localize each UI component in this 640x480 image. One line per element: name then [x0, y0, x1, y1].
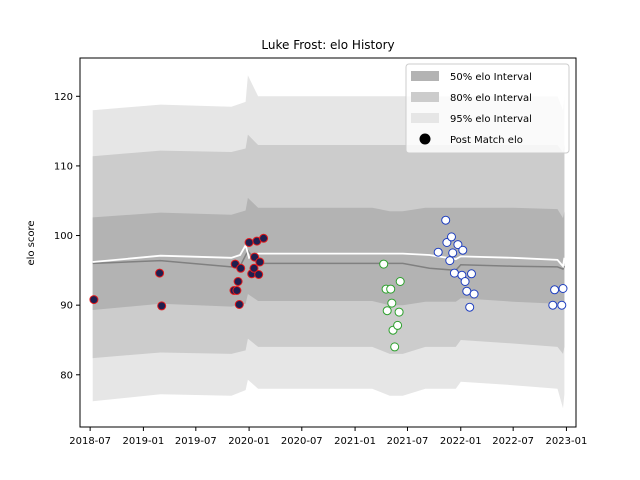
- legend-swatch: [411, 92, 439, 102]
- post-match-points: [89, 215, 568, 352]
- data-point: [469, 289, 479, 299]
- data-point: [460, 277, 470, 286]
- x-tick-label: 2019-07: [175, 436, 217, 447]
- data-point: [433, 247, 443, 257]
- y-tick-label: 120: [54, 92, 73, 103]
- data-point: [441, 215, 451, 225]
- data-point: [548, 300, 558, 310]
- x-tick-label: 2020-01: [228, 436, 270, 447]
- data-point: [465, 302, 475, 312]
- data-point: [453, 240, 463, 250]
- y-tick-label: 90: [60, 301, 73, 312]
- data-point: [233, 277, 243, 286]
- legend-box: [405, 63, 570, 154]
- data-point: [558, 284, 568, 293]
- data-point: [467, 269, 476, 279]
- y-tick-label: 80: [60, 370, 73, 381]
- data-point: [449, 268, 459, 278]
- data-point: [382, 306, 392, 316]
- legend: 50% elo Interval 80% elo Interval 95% elo …: [405, 63, 570, 154]
- data-point: [236, 263, 246, 273]
- x-axis: 2018-07 2019-01 2019-07 2020-01 2020-07 2021-…: [69, 427, 587, 447]
- legend-label: Post Match elo: [450, 135, 523, 146]
- x-tick-label: 2020-07: [281, 436, 323, 447]
- x-tick-label: 2019-01: [123, 436, 165, 447]
- y-tick-label: 100: [54, 231, 73, 242]
- data-point: [445, 256, 455, 266]
- data-point: [448, 248, 458, 258]
- data-point: [244, 238, 254, 247]
- data-point: [462, 286, 472, 296]
- data-point: [393, 320, 403, 330]
- data-point: [387, 298, 397, 308]
- data-point: [157, 301, 167, 311]
- interval-bands: [92, 75, 565, 409]
- data-point: [232, 286, 242, 295]
- axes-frame: [79, 57, 577, 428]
- data-point: [254, 270, 264, 279]
- x-tick-label: 2023-01: [546, 436, 588, 447]
- data-point: [395, 277, 405, 286]
- data-point: [155, 268, 165, 278]
- data-point: [89, 295, 99, 305]
- x-tick-label: 2018-07: [69, 436, 111, 447]
- data-point: [550, 285, 560, 295]
- y-tick-label: 110: [54, 161, 73, 172]
- median-line: [92, 242, 566, 269]
- data-point: [394, 307, 404, 317]
- legend-label: 80% elo Interval: [450, 93, 532, 104]
- legend-marker: [419, 133, 431, 145]
- data-point: [259, 233, 269, 243]
- legend-swatch: [411, 113, 439, 123]
- data-point: [447, 232, 456, 242]
- data-point: [255, 257, 265, 267]
- data-point: [458, 245, 468, 255]
- data-point: [249, 263, 259, 273]
- x-tick-label: 2021-07: [387, 436, 429, 447]
- y-axis-label: elo score: [26, 220, 37, 265]
- data-point: [379, 259, 389, 269]
- chart-title: Luke Frost: elo History: [261, 38, 394, 52]
- data-point: [557, 300, 567, 310]
- legend-label: 50% elo Interval: [450, 72, 532, 83]
- legend-label: 95% elo Interval: [450, 114, 532, 125]
- x-tick-label: 2022-01: [440, 436, 482, 447]
- data-point: [234, 300, 244, 309]
- data-point: [390, 342, 400, 352]
- plot-area: [89, 75, 568, 409]
- x-tick-label: 2022-07: [492, 436, 534, 447]
- y-axis: 80 90 100 110 120: [54, 92, 80, 381]
- data-point: [386, 284, 396, 294]
- legend-swatch: [411, 71, 439, 81]
- x-tick-label: 2021-01: [334, 436, 376, 447]
